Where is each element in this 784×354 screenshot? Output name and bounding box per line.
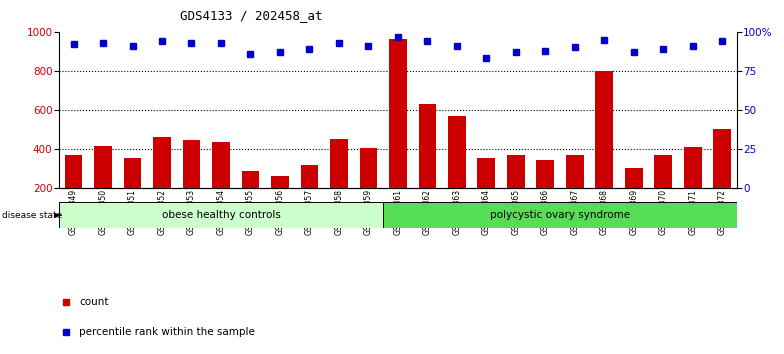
- Bar: [94, 146, 112, 227]
- Bar: [419, 104, 436, 227]
- Text: GDS4133 / 202458_at: GDS4133 / 202458_at: [180, 9, 322, 22]
- Bar: [124, 159, 141, 227]
- Bar: [330, 139, 348, 227]
- Bar: [241, 171, 260, 227]
- Text: obese healthy controls: obese healthy controls: [162, 210, 281, 220]
- Bar: [65, 154, 82, 227]
- Text: disease state: disease state: [2, 211, 62, 220]
- Bar: [59, 202, 383, 228]
- Bar: [713, 129, 731, 227]
- Text: percentile rank within the sample: percentile rank within the sample: [79, 327, 255, 337]
- Bar: [383, 202, 737, 228]
- Bar: [566, 155, 583, 227]
- Bar: [183, 140, 201, 227]
- Bar: [448, 115, 466, 227]
- Bar: [507, 155, 524, 227]
- Text: count: count: [79, 297, 109, 307]
- Bar: [153, 137, 171, 227]
- Bar: [477, 159, 495, 227]
- Text: polycystic ovary syndrome: polycystic ovary syndrome: [490, 210, 630, 220]
- Bar: [300, 165, 318, 227]
- Bar: [655, 155, 672, 227]
- Bar: [536, 160, 554, 227]
- Bar: [684, 147, 702, 227]
- Bar: [271, 176, 289, 227]
- Bar: [212, 142, 230, 227]
- Bar: [389, 39, 407, 227]
- Bar: [625, 168, 643, 227]
- Bar: [595, 71, 613, 227]
- Bar: [360, 148, 377, 227]
